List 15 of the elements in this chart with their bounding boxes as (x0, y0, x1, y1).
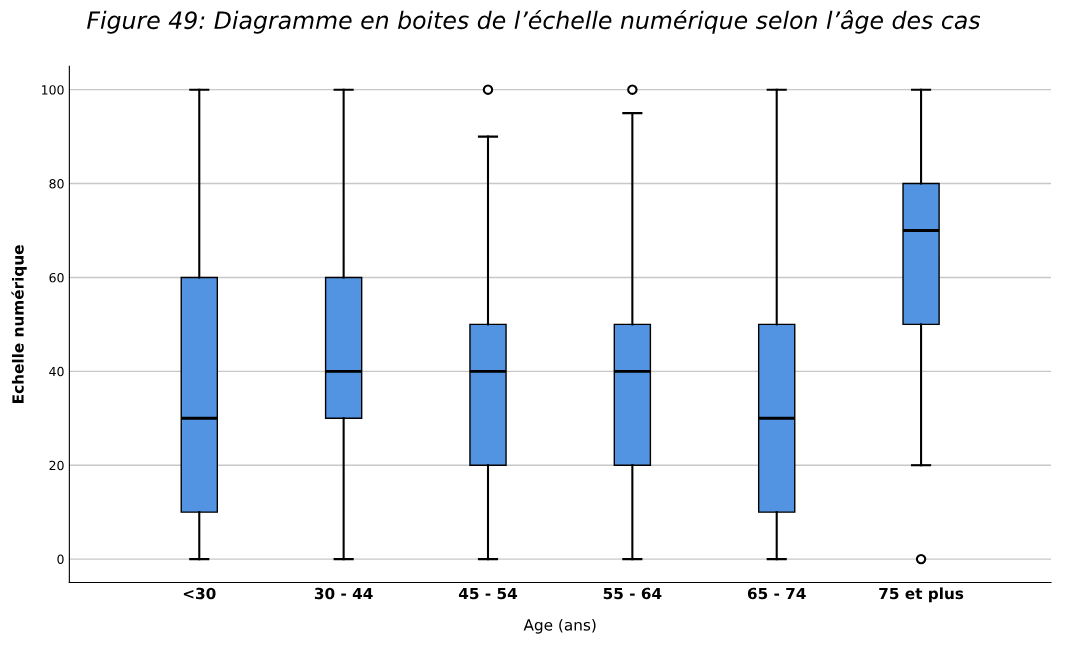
y-tick-label: 100 (42, 85, 64, 95)
x-tick-label: 30 - 44 (314, 587, 373, 600)
x-axis-title: Age (ans) (523, 618, 596, 634)
x-tick-label: 45 - 54 (458, 587, 518, 600)
x-tick-label: 75 et plus (879, 587, 964, 603)
y-tick-label: 60 (49, 272, 64, 283)
y-axis-title: Echelle numérique (11, 245, 27, 403)
y-tick-label: 20 (49, 460, 64, 471)
x-tick-label: 65 - 74 (747, 587, 806, 600)
x-tick-label: 55 - 64 (603, 587, 662, 600)
x-tick-label: <30 (183, 587, 216, 600)
chart-title: Figure 49: Diagramme en boites de l’échelle numérique selon l’âge des cas (87, 9, 981, 34)
y-tick-label: 0 (57, 554, 64, 565)
y-tick-label: 80 (49, 179, 64, 189)
y-tick-label: 40 (49, 366, 64, 377)
